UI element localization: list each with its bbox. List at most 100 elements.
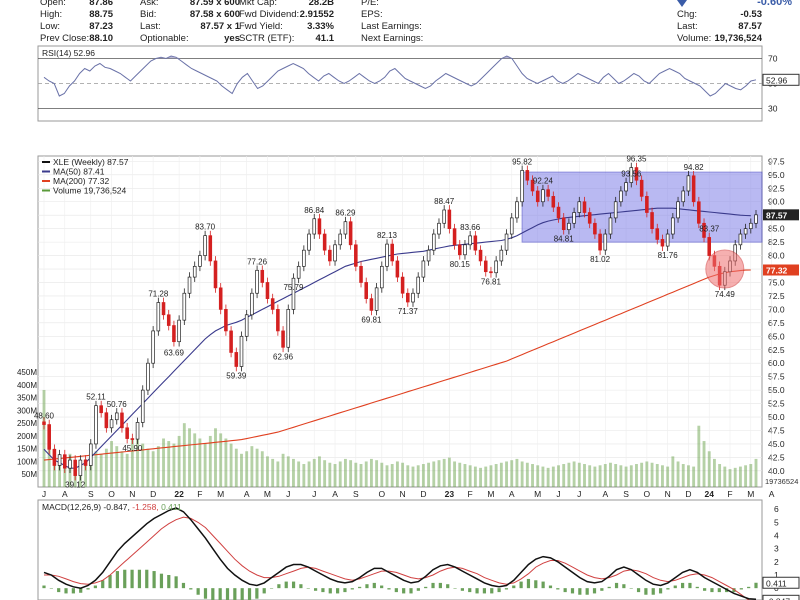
volume-bar [364, 461, 368, 487]
candle-body [359, 265, 363, 283]
candle-body [156, 302, 161, 332]
price-annotation: 71.37 [398, 307, 419, 316]
x-axis-label: M [534, 489, 541, 499]
rsi-tick-label: 70 [768, 54, 778, 64]
macd-histogram-bar [93, 585, 97, 589]
candle-body [104, 412, 109, 429]
macd-histogram-bar [130, 569, 134, 589]
volume-bar [520, 461, 524, 487]
macd-histogram-bar [145, 569, 149, 589]
candle-body [603, 233, 608, 251]
macd-title-hist: 0.411 [161, 502, 182, 512]
candle-body [99, 405, 103, 414]
macd-histogram-bar [490, 588, 494, 594]
macd-histogram-bar [350, 588, 354, 590]
price-tick-label: 92.5 [768, 183, 785, 193]
macd-histogram-bar [64, 588, 68, 594]
price-annotation: 83.70 [195, 223, 216, 232]
candle-body [94, 405, 98, 445]
volume-tick-label: 150M [17, 445, 37, 454]
volume-tick-label: 100M [17, 457, 37, 466]
volume-bar [453, 461, 456, 487]
candle-body [146, 362, 150, 391]
macd-histogram-bar [299, 584, 303, 589]
candle-body [260, 269, 265, 283]
candle-body [302, 249, 306, 267]
macd-histogram-bar [526, 578, 531, 589]
x-axis-label: M [747, 489, 754, 499]
volume-bar [577, 462, 581, 487]
volume-bar [681, 464, 685, 487]
candle-body [234, 352, 239, 367]
volume-bar [484, 466, 488, 487]
macd-histogram-bar [203, 588, 208, 599]
volume-bar [593, 466, 597, 487]
macd-histogram-bar [534, 580, 538, 589]
macd-histogram-bar [49, 588, 53, 589]
macd-hist-tag-box [762, 576, 800, 589]
volume-bar [375, 460, 379, 487]
candle-body [432, 233, 436, 251]
macd-histogram-bar [475, 588, 479, 594]
candle-body [426, 249, 431, 262]
candle-body [73, 459, 77, 476]
candle-body [754, 214, 758, 224]
macd-histogram-bar [431, 582, 435, 589]
quote-label: Open: [40, 0, 66, 8]
candle-body [244, 314, 249, 337]
x-axis-label: A [509, 489, 515, 499]
volume-bar [416, 465, 420, 487]
price-annotation: 62.96 [273, 352, 294, 361]
x-axis-label: N [129, 489, 135, 499]
price-annotation: 94.82 [684, 163, 705, 172]
quote-value: 88.75 [89, 9, 113, 20]
macd-histogram-bar [666, 588, 670, 590]
candle-body [208, 235, 213, 262]
price-tick-label: 57.5 [768, 372, 785, 382]
macd-tick-label: 4 [774, 531, 779, 541]
volume-bar [395, 461, 399, 487]
macd-histogram-bar [747, 586, 751, 589]
macd-histogram-bar [409, 588, 413, 594]
candle-body [177, 319, 181, 343]
price-annotation: 63.69 [164, 348, 185, 357]
macd-histogram-bar [196, 588, 200, 595]
volume-bar [58, 456, 62, 487]
candle-body [686, 175, 691, 192]
volume-bar [115, 446, 119, 487]
candle-body [447, 209, 452, 230]
volume-bar [473, 466, 477, 487]
candle-body [380, 265, 384, 289]
quote-label: Low: [40, 21, 61, 32]
candle-body [218, 287, 223, 310]
candle-body [343, 221, 348, 235]
quote-value: 3.33% [307, 21, 334, 32]
candle-body [577, 201, 582, 213]
candle-body [63, 454, 67, 469]
candle-body [473, 235, 478, 251]
macd-histogram-bar [387, 588, 391, 590]
macd-histogram-bar [636, 588, 641, 593]
candle-body [582, 201, 587, 213]
macd-histogram-bar [174, 576, 178, 589]
macd-line [43, 507, 757, 600]
candle-body [385, 243, 389, 267]
candle-body [161, 302, 166, 316]
price-annotation: 86.84 [304, 206, 325, 215]
x-axis-label: O [644, 489, 651, 499]
macd-histogram-bar [115, 571, 120, 589]
volume-bar [99, 453, 103, 487]
volume-bar [292, 458, 295, 487]
candle-body [442, 209, 446, 224]
change-down-arrow-icon [677, 0, 687, 7]
macd-histogram-bar [247, 588, 252, 600]
price-panel: 97.595.092.590.087.585.082.580.077.575.0… [0, 155, 800, 499]
rsi-title: RSI(14) 52.96 [42, 48, 95, 58]
volume-bar [624, 466, 628, 487]
macd-histogram-bar [504, 588, 509, 590]
volume-bar [583, 464, 586, 487]
macd-histogram-bar [460, 588, 464, 591]
volume-tick-label: 300M [17, 406, 37, 415]
macd-histogram-bar [732, 588, 736, 593]
volume-bar [749, 464, 753, 487]
